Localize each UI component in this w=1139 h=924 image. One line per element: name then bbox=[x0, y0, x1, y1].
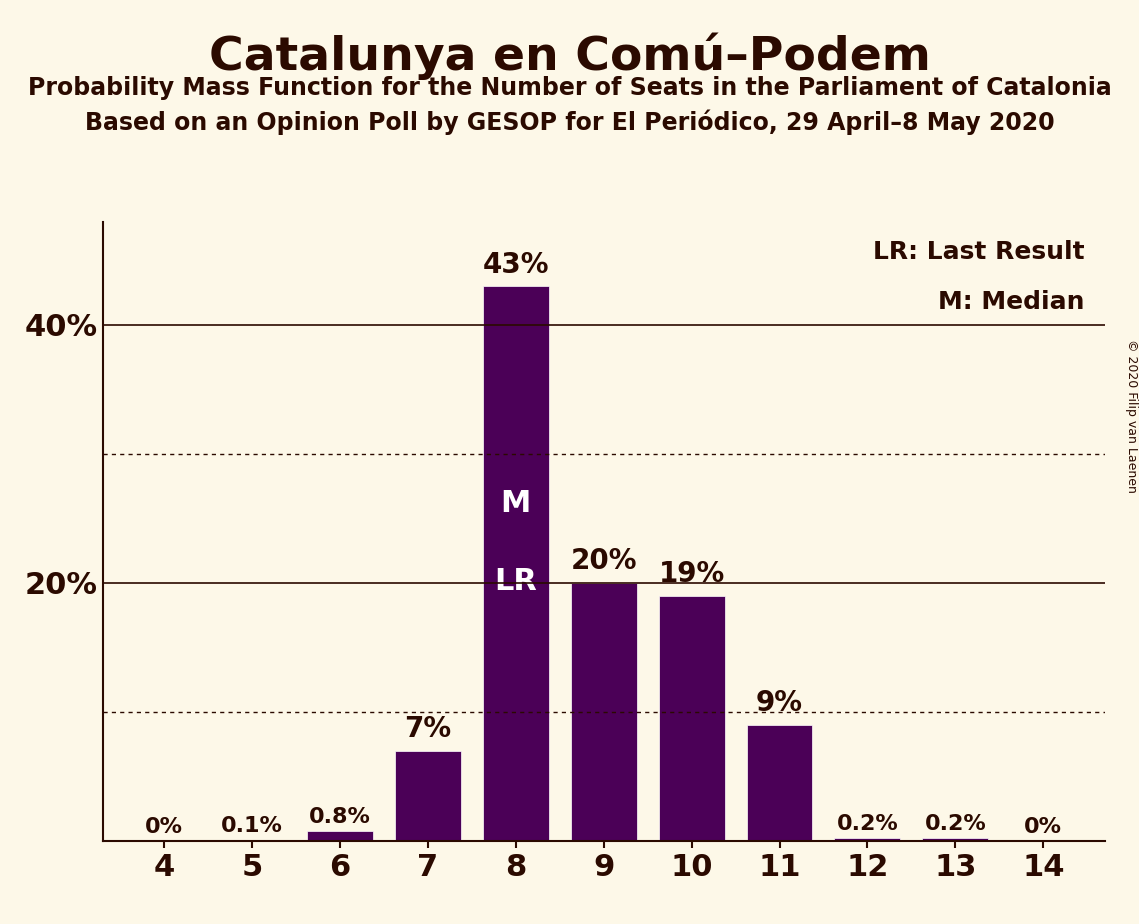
Text: 7%: 7% bbox=[404, 715, 451, 743]
Text: 0%: 0% bbox=[145, 817, 183, 837]
Bar bbox=[219, 840, 285, 841]
Bar bbox=[306, 831, 372, 841]
Text: Catalunya en Comú–Podem: Catalunya en Comú–Podem bbox=[208, 32, 931, 79]
Text: © 2020 Filip van Laenen: © 2020 Filip van Laenen bbox=[1124, 339, 1138, 492]
Text: LR: LR bbox=[494, 566, 538, 596]
Text: M: Median: M: Median bbox=[939, 290, 1084, 314]
Text: 0.8%: 0.8% bbox=[309, 807, 371, 827]
Bar bbox=[571, 583, 637, 841]
Bar bbox=[746, 724, 812, 841]
Bar bbox=[483, 286, 549, 841]
Bar bbox=[395, 750, 461, 841]
Text: M: M bbox=[500, 490, 531, 518]
Text: LR: Last Result: LR: Last Result bbox=[874, 240, 1084, 264]
Text: 20%: 20% bbox=[571, 547, 637, 575]
Text: 0.2%: 0.2% bbox=[836, 814, 899, 834]
Text: 19%: 19% bbox=[658, 560, 724, 588]
Text: 0.2%: 0.2% bbox=[925, 814, 986, 834]
Text: 0%: 0% bbox=[1024, 817, 1063, 837]
Text: 43%: 43% bbox=[483, 250, 549, 278]
Bar bbox=[658, 596, 724, 841]
Bar bbox=[835, 838, 901, 841]
Text: 0.1%: 0.1% bbox=[221, 816, 282, 835]
Bar bbox=[923, 838, 989, 841]
Text: Probability Mass Function for the Number of Seats in the Parliament of Catalonia: Probability Mass Function for the Number… bbox=[27, 76, 1112, 100]
Text: 9%: 9% bbox=[756, 689, 803, 717]
Text: Based on an Opinion Poll by GESOP for El Periódico, 29 April–8 May 2020: Based on an Opinion Poll by GESOP for El… bbox=[84, 109, 1055, 135]
